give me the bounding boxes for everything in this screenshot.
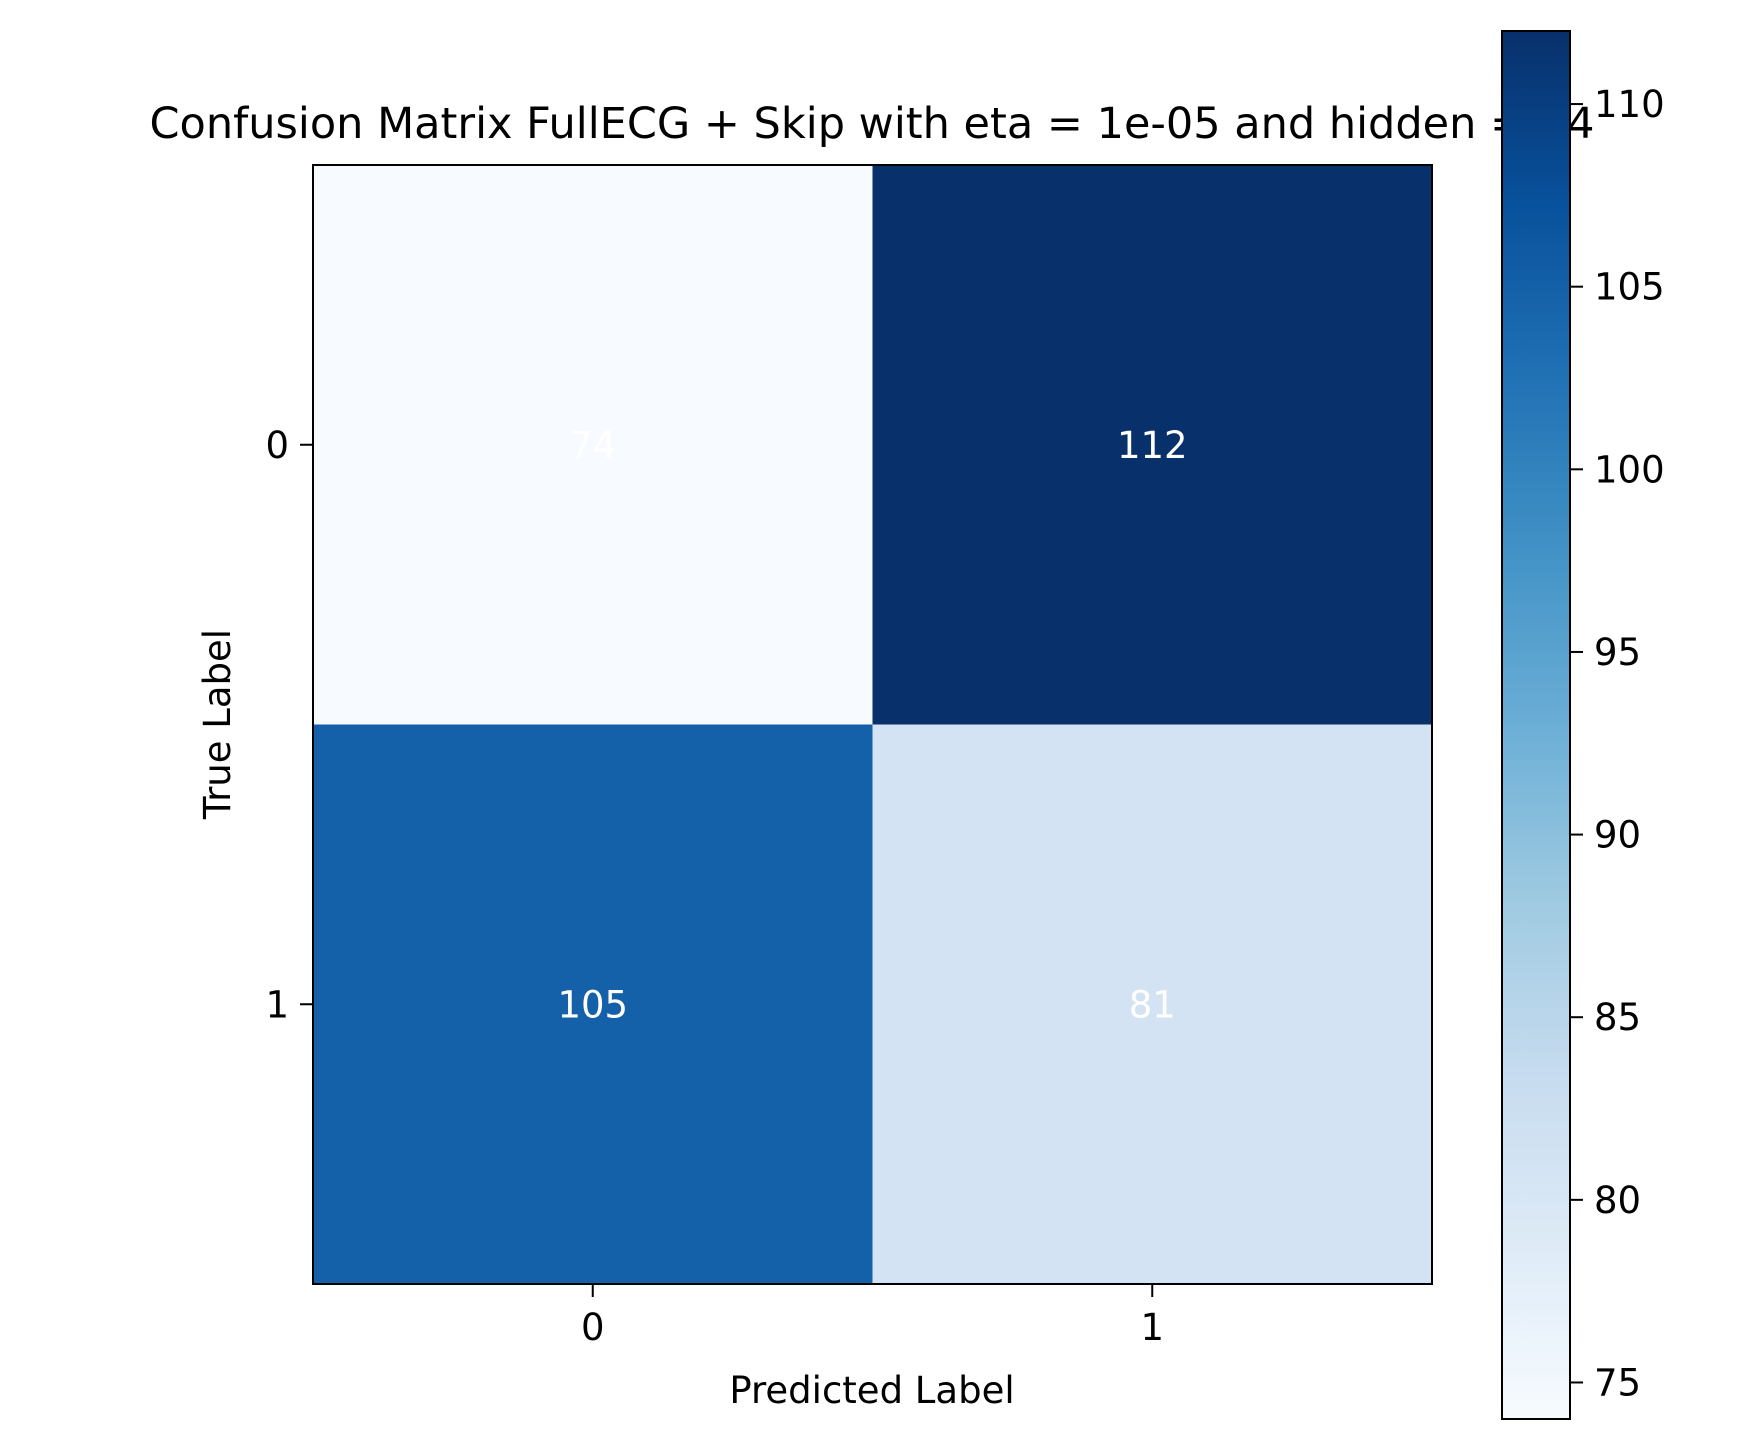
colorbar-tick-label-6: 105 [1594,266,1665,309]
y-tick-label-0: 0 [265,424,289,467]
chart-title: Confusion Matrix FullECG + Skip with eta… [150,99,1595,149]
heatmap-cell-1-1 [872,724,1433,1285]
colorbar-tick-label-0: 75 [1594,1361,1641,1404]
cell-value-1-1: 81 [1129,983,1176,1026]
plot-frame [312,164,1433,1285]
cell-annotations: 74 112 105 81 [557,424,1187,1027]
cell-value-0-1: 112 [1117,424,1188,467]
colorbar-tick-label-5: 100 [1594,448,1665,491]
heatmap-cells [313,165,1433,1285]
colorbar-tick-label-4: 95 [1594,631,1641,674]
x-axis-label: Predicted Label [729,1369,1014,1412]
heatmap-cell-0-0 [313,165,873,725]
colorbar-tick-label-3: 90 [1594,814,1641,857]
cell-value-0-0: 74 [569,424,616,467]
x-tick-label-0: 0 [581,1306,605,1349]
x-tick-label-1: 1 [1140,1306,1164,1349]
colorbar-tick-label-7: 110 [1594,83,1665,126]
y-axis-label: True Label [196,629,239,820]
cell-value-1-0: 105 [557,983,628,1026]
colorbar-tick-label-1: 80 [1594,1179,1641,1222]
colorbar-ticks: 75 80 85 90 95 100 105 110 [1570,83,1665,1404]
y-tick-label-1: 1 [265,983,289,1026]
heatmap-cell-1-0 [313,724,873,1285]
heatmap-cell-0-1 [872,165,1433,725]
colorbar-tick-label-2: 85 [1594,996,1641,1039]
colorbar [1501,30,1571,1420]
y-axis-ticks: 01 [265,424,313,1026]
